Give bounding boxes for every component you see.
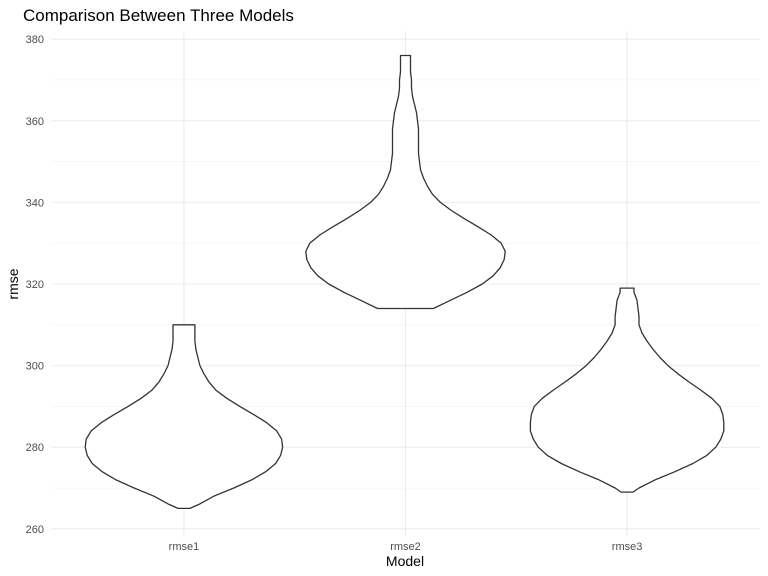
chart-title: Comparison Between Three Models — [23, 6, 294, 25]
y-tick-label: 360 — [26, 116, 44, 128]
x-tick-label: rmse2 — [390, 541, 421, 553]
y-tick-label: 380 — [26, 34, 44, 46]
y-tick-label: 280 — [26, 442, 44, 454]
y-tick-label: 340 — [26, 197, 44, 209]
y-tick-label: 320 — [26, 279, 44, 291]
violin-rmse1 — [84, 324, 284, 510]
y-axis-title: rmse — [5, 268, 21, 299]
x-axis-title: Model — [386, 553, 424, 569]
violin-rmse2 — [305, 54, 506, 310]
y-tick-label: 260 — [26, 524, 44, 536]
violin-rmse3 — [529, 287, 725, 493]
x-tick-label: rmse1 — [169, 541, 200, 553]
violins — [84, 54, 725, 510]
x-axis-ticks: rmse1 rmse2 rmse3 — [169, 541, 643, 553]
y-axis-ticks: 260 280 300 320 340 360 380 — [26, 34, 44, 536]
y-tick-label: 300 — [26, 361, 44, 373]
x-tick-label: rmse3 — [612, 541, 643, 553]
